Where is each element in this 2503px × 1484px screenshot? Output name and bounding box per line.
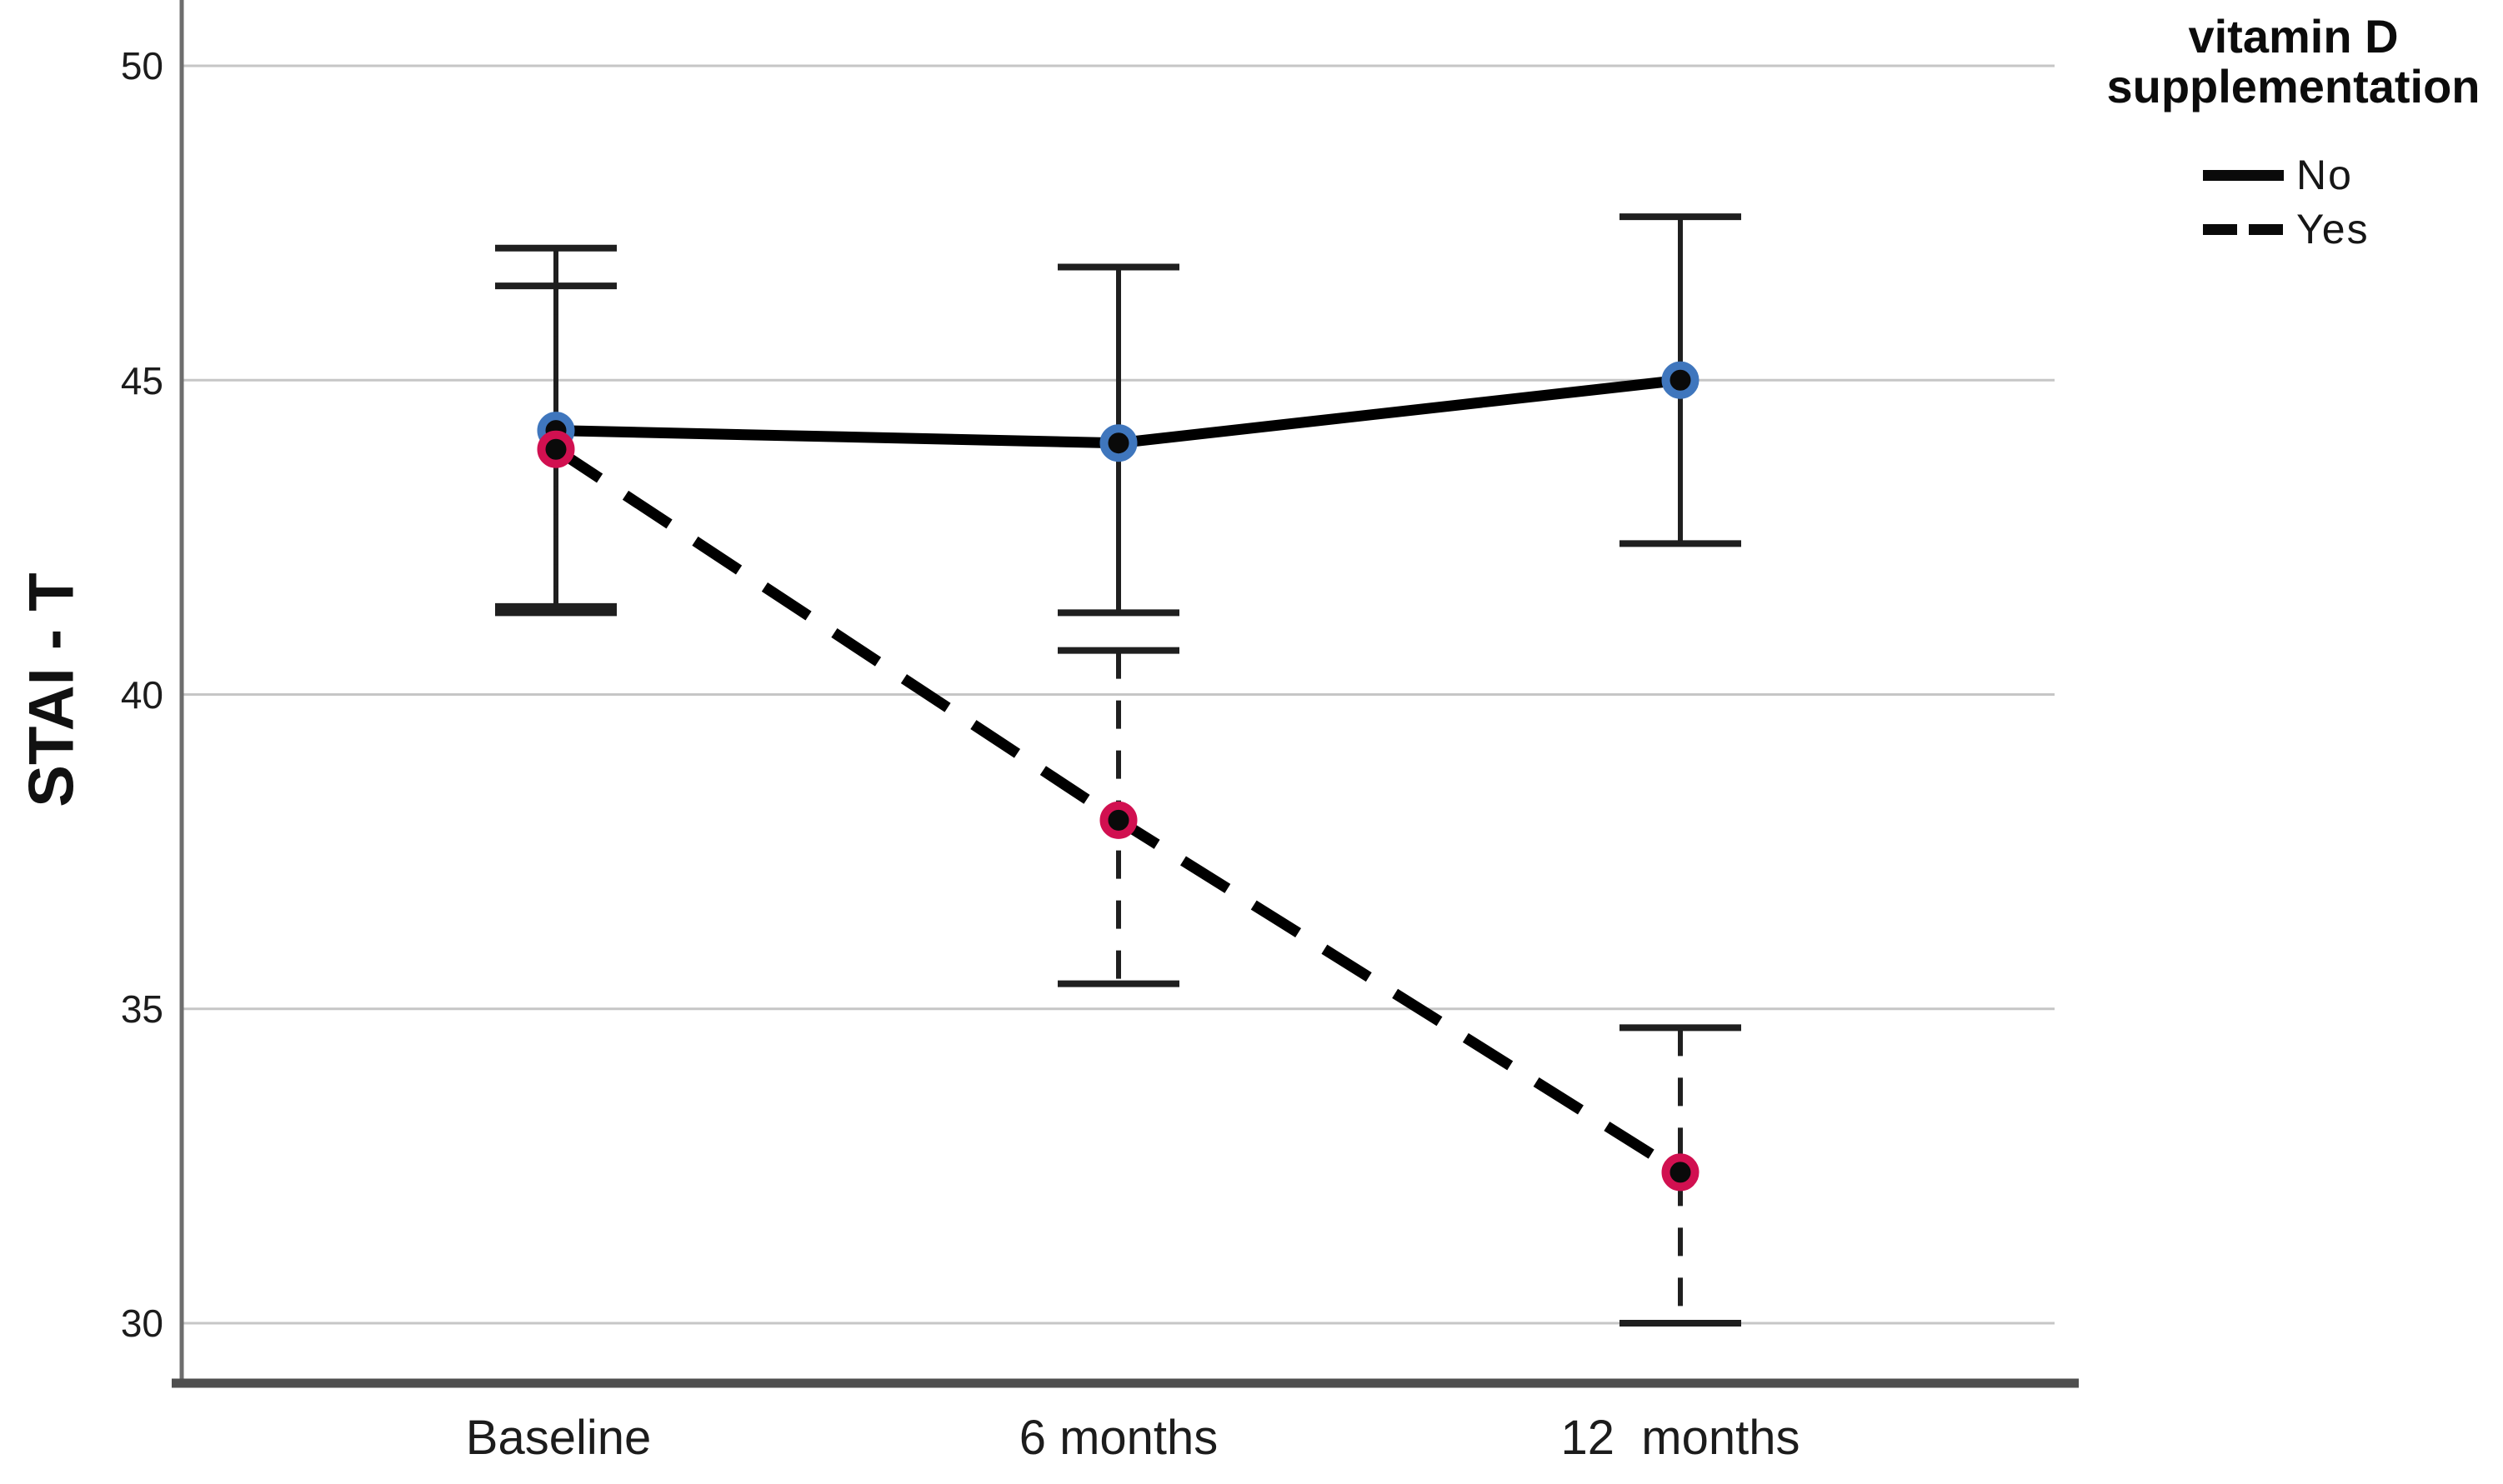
y-tick-label-45: 45 — [120, 359, 163, 402]
y-tick-label-35: 35 — [120, 987, 163, 1031]
legend-title-line1: vitamin D — [2188, 10, 2399, 62]
y-tick-label-50: 50 — [120, 44, 163, 87]
marker-yes-1 — [1099, 801, 1138, 839]
legend-title-line2: supplementation — [2106, 59, 2480, 112]
solid-line-swatch-icon — [2203, 169, 2284, 181]
legend-title: vitamin D supplementation — [2084, 12, 2503, 112]
x-category-label-6-months: 6 months — [1019, 1411, 1219, 1465]
y-tick-label-40: 40 — [120, 673, 163, 717]
dashed-line-swatch-icon — [2203, 223, 2284, 235]
marker-no-1 — [1099, 424, 1138, 462]
legend-item-label: Yes — [2296, 206, 2370, 252]
y-tick-label-30: 30 — [120, 1302, 163, 1345]
legend-item-no: No — [2203, 152, 2353, 198]
legend-item-yes: Yes — [2203, 206, 2370, 252]
x-category-label-12-months: 12 months — [1560, 1411, 1800, 1465]
marker-yes-2 — [1661, 1153, 1700, 1192]
legend-item-label: No — [2296, 152, 2353, 198]
x-category-label-baseline: Baseline — [465, 1411, 652, 1465]
marker-no-2 — [1661, 361, 1700, 399]
marker-yes-0 — [537, 430, 575, 468]
